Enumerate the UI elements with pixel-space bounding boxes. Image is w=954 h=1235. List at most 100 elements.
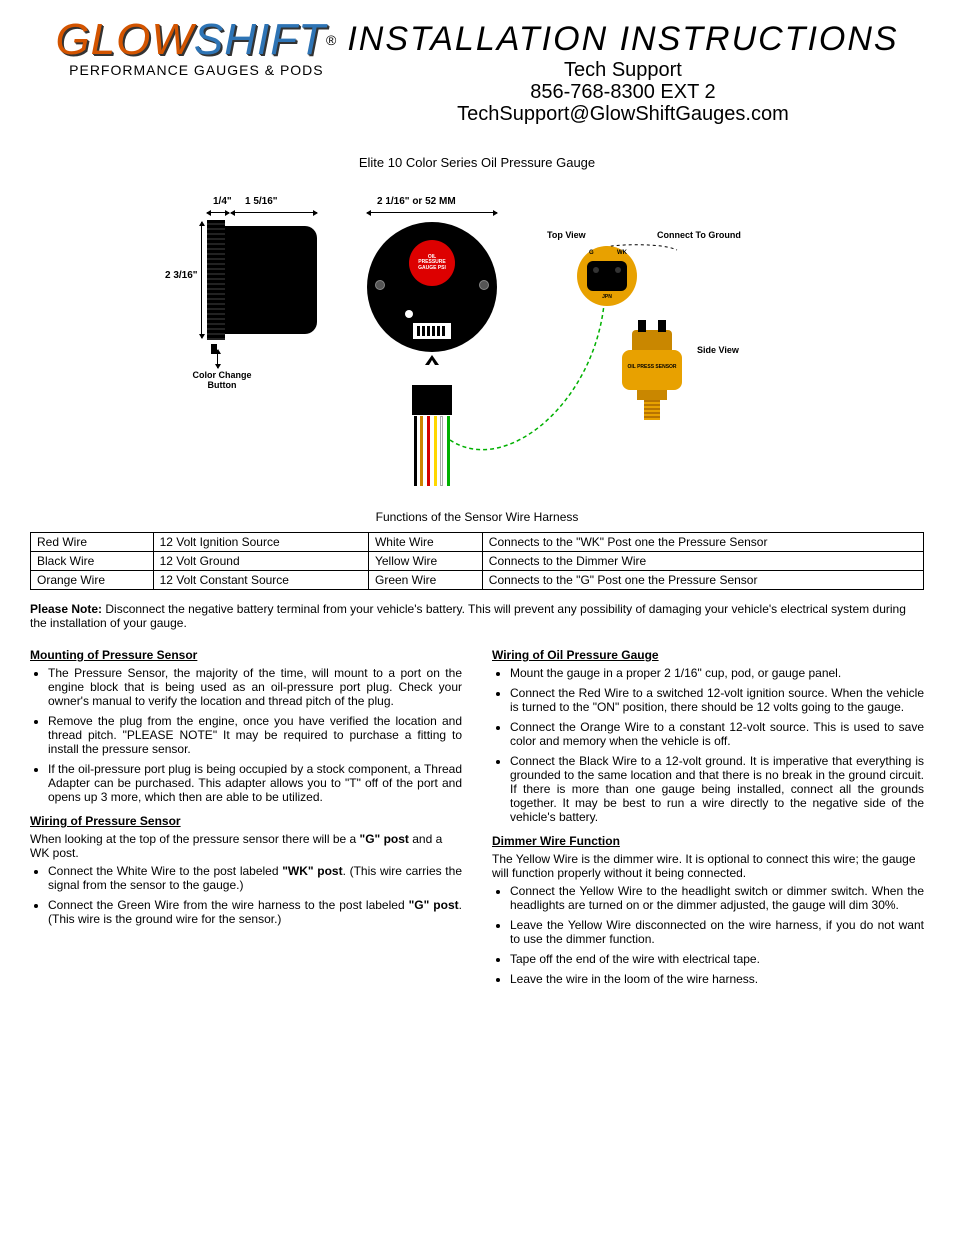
functions-table: Red Wire12 Volt Ignition SourceWhite Wir… [30,532,924,590]
wk-post-icon [615,267,621,273]
doc-subtitle: Elite 10 Color Series Oil Pressure Gauge [30,155,924,170]
logo-tagline: PERFORMANCE GAUGES & PODS [55,62,337,78]
title-email: TechSupport@GlowShiftGauges.com [347,103,898,125]
wiring-sensor-list: Connect the White Wire to the post label… [48,864,462,926]
dimmer-title: Dimmer Wire Function [492,834,924,848]
arrow-1-5-16 [231,212,317,213]
ws-wk: WK post. [30,846,79,860]
sensor-term-left-icon [638,320,646,332]
wiring-sensor-intro: When looking at the top of the pressure … [30,832,462,860]
dimmer-list: Connect the Yellow Wire to the headlight… [510,884,924,986]
table-cell: Red Wire [31,533,154,552]
list-item: Connect the Black Wire to a 12-volt grou… [510,754,924,824]
title-block: INSTALLATION INSTRUCTIONS Tech Support 8… [347,20,898,125]
color-change-label: Color Change Button [187,370,257,390]
gauge-face: OIL PRESSURE GAUGE PSI [367,222,497,352]
screw-left-icon [375,280,385,290]
table-cell: Connects to the "G" Post one the Pressur… [482,571,923,590]
table-cell: 12 Volt Constant Source [153,571,368,590]
note1: Please Note: Disconnect the negative bat… [30,602,924,630]
ws-mid: and a [409,832,442,846]
diagram: 1/4" 1 5/16" 2 3/16" Color Change Button… [177,200,777,500]
logo: GLOWSHIFT® [55,20,337,60]
title-main: INSTALLATION INSTRUCTIONS [347,20,898,59]
wire-5 [447,416,450,486]
logo-glow: GLOW [55,20,193,60]
table-cell: Orange Wire [31,571,154,590]
wire-connector [412,385,452,415]
side-view-label: Side View [697,345,739,355]
list-item: Connect the Yellow Wire to the headlight… [510,884,924,912]
list-item: Connect the Orange Wire to a constant 12… [510,720,924,748]
logo-reg: ® [326,34,337,47]
g-post-icon [593,267,599,273]
chevron-up-icon [425,355,439,369]
col-left: Mounting of Pressure Sensor The Pressure… [30,638,462,992]
table-cell: Connects to the Dimmer Wire [482,552,923,571]
columns: Mounting of Pressure Sensor The Pressure… [30,638,924,992]
dim-2-3-16: 2 3/16" [165,270,198,281]
wiring-gauge-title: Wiring of Oil Pressure Gauge [492,648,924,662]
wiring-gauge-list: Mount the gauge in a proper 2 1/16" cup,… [510,666,924,824]
sensor-jpn: JPN [577,294,637,300]
arrow-2-1-16 [367,212,497,213]
sensor-top-inner [587,261,627,291]
logo-shift: SHIFT [194,20,326,60]
dim-1-4: 1/4" [213,196,232,207]
table-cell: Yellow Wire [368,552,482,571]
table-cell: 12 Volt Ground [153,552,368,571]
sensor-term-right-icon [658,320,666,332]
list-item: Mount the gauge in a proper 2 1/16" cup,… [510,666,924,680]
list-item: Leave the wire in the loom of the wire h… [510,972,924,986]
wiring-sensor-title: Wiring of Pressure Sensor [30,814,462,828]
face-red-label: OIL PRESSURE GAUGE PSI [409,240,455,286]
arrow-btn [217,350,218,368]
dim-1-5-16: 1 5/16" [245,196,278,207]
title-tech: Tech Support [347,59,898,81]
list-item: If the oil-pressure port plug is being o… [48,762,462,804]
wire-4 [440,416,443,486]
arrow-1-4 [207,212,229,213]
sensor-side-view: OIL PRESS SENSOR [617,330,687,420]
mounting-list: The Pressure Sensor, the majority of the… [48,666,462,804]
wire-1 [420,416,423,486]
wire-3 [434,416,437,486]
table-cell: 12 Volt Ignition Source [153,533,368,552]
connect-ground-label: Connect To Ground [657,230,741,240]
wire-0 [414,416,417,486]
sensor-head [632,330,672,350]
arrow-2-3-16 [201,222,202,338]
sensor-body-label: OIL PRESS SENSOR [622,350,682,390]
face-connector [412,322,452,340]
list-item: Connect the White Wire to the post label… [48,864,462,892]
col-right: Wiring of Oil Pressure Gauge Mount the g… [492,638,924,992]
logo-block: GLOWSHIFT® PERFORMANCE GAUGES & PODS [55,20,337,78]
table-cell: Black Wire [31,552,154,571]
wire-set [412,416,452,486]
list-item: The Pressure Sensor, the majority of the… [48,666,462,708]
header: GLOWSHIFT® PERFORMANCE GAUGES & PODS INS… [30,20,924,125]
note1-text: Disconnect the negative battery terminal… [30,602,906,630]
list-item: Remove the plug from the engine, once yo… [48,714,462,756]
face-dot-icon [405,310,413,318]
mounting-title: Mounting of Pressure Sensor [30,648,462,662]
note1-bold: Please Note: [30,602,105,616]
sensor-wk-label: WK [617,250,627,256]
title-phone: 856-768-8300 EXT 2 [347,81,898,103]
sensor-hex-icon [637,390,667,400]
ws-pre: When looking at the top of the pressure … [30,832,360,846]
table-cell: White Wire [368,533,482,552]
list-item: Connect the Green Wire from the wire har… [48,898,462,926]
table-cell: Green Wire [368,571,482,590]
sensor-thread-icon [644,400,660,420]
screw-right-icon [479,280,489,290]
dimmer-intro: The Yellow Wire is the dimmer wire. It i… [492,852,924,880]
wire-2 [427,416,430,486]
list-item: Connect the Red Wire to a switched 12-vo… [510,686,924,714]
ws-g: "G" post [360,832,409,846]
sensor-top-view: G WK JPN [577,246,637,306]
dim-2-1-16: 2 1/16" or 52 MM [377,196,456,207]
list-item: Leave the Yellow Wire disconnected on th… [510,918,924,946]
list-item: Tape off the end of the wire with electr… [510,952,924,966]
table-cell: Connects to the "WK" Post one the Pressu… [482,533,923,552]
